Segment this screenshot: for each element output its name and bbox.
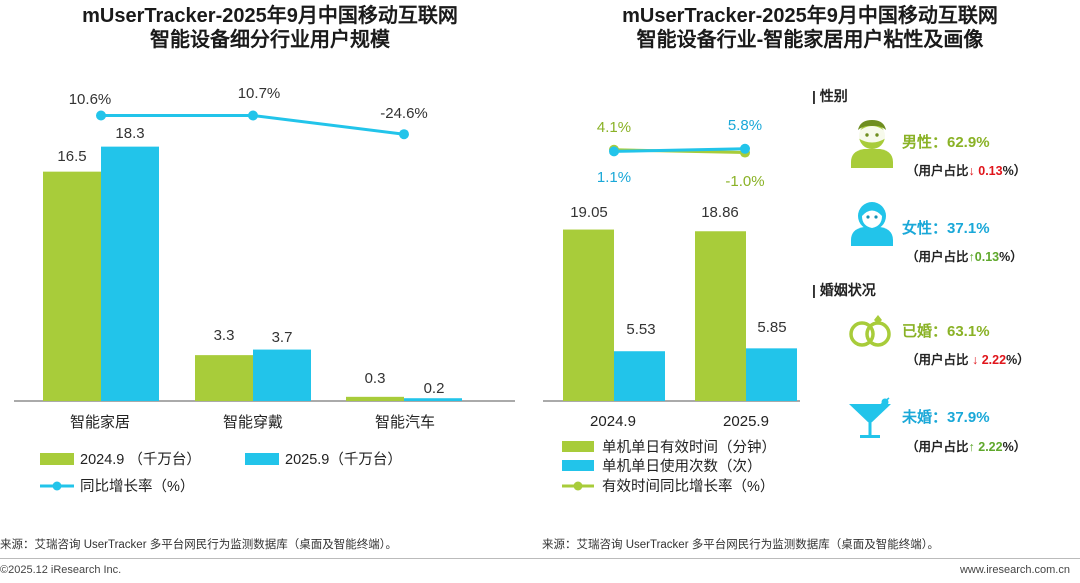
- legend-label-time: 单机单日有效时间（分钟）: [602, 439, 776, 456]
- down-arrow-icon: ↓: [968, 353, 979, 367]
- bar-smart-home-2025: [101, 146, 159, 401]
- label-time-2024: 19.05: [570, 204, 608, 221]
- bar-count-2024: [614, 351, 665, 401]
- rings-icon: [849, 315, 891, 347]
- married-share-change: （用户占比 ↓ 2.22%）: [906, 353, 1030, 367]
- category-car: 智能汽车: [375, 413, 435, 431]
- label-count-2025: 5.85: [757, 319, 786, 336]
- legend-swatch-count: [562, 460, 594, 471]
- growth-point-wearable: [248, 110, 258, 121]
- bar-wearable-2024: [195, 355, 253, 401]
- male-share-label: 男性：62.9%: [902, 134, 990, 151]
- growth-label-wearable: 10.7%: [238, 85, 281, 102]
- category-2024: 2024.9: [590, 413, 636, 430]
- right-title-line1: mUserTracker-2025年9月中国移动互联网: [622, 5, 998, 27]
- married-share-label: 已婚：63.1%: [902, 323, 990, 340]
- bar-smart-home-2024: [43, 171, 101, 401]
- left-bar-chart: 16.5 18.3 3.3 3.7 0.3 0.2 10.6% 10.7% -2…: [14, 85, 515, 495]
- label-wearable-2025: 3.7: [272, 329, 293, 346]
- website: www.iresearch.com.cn: [959, 564, 1070, 576]
- male-icon: [851, 120, 893, 168]
- category-smart-home: 智能家居: [70, 413, 130, 431]
- bar-car-2024: [346, 396, 404, 401]
- legend-swatch-2025: [245, 453, 279, 465]
- copyright: ©2025.12 iResearch Inc.: [0, 564, 122, 576]
- legend-dot-growth: [52, 481, 62, 491]
- count-growth-point-2025: [740, 143, 750, 154]
- single-share-label: 未婚：37.9%: [902, 409, 990, 426]
- up-arrow-icon: ↑: [968, 250, 975, 264]
- label-wearable-2024: 3.3: [214, 327, 235, 344]
- gender-section-title: | 性别: [812, 88, 848, 104]
- label-time-2025: 18.86: [701, 204, 739, 221]
- right-chart-title: mUserTracker-2025年9月中国移动互联网 智能设备行业-智能家居用…: [540, 4, 1080, 52]
- legend-label-time-growth: 有效时间同比增长率（%）: [602, 478, 774, 495]
- label-count-2024: 5.53: [626, 321, 655, 338]
- bar-car-2025: [404, 398, 462, 401]
- right-bar-chart: 19.05 5.53 18.86 5.85 4.1% -1.0% 1.1% 5.…: [543, 117, 800, 495]
- up-arrow-icon: ↑: [968, 440, 975, 454]
- label-car-2024: 0.3: [365, 370, 386, 387]
- label-car-2025: 0.2: [424, 380, 445, 397]
- legend-swatch-2024: [40, 453, 74, 465]
- time-growth-label-2025: -1.0%: [725, 173, 764, 190]
- legend-dot-time-growth: [573, 481, 583, 491]
- down-arrow-icon: ↓: [968, 164, 975, 178]
- label-smart-home-2024: 16.5: [57, 148, 86, 165]
- marriage-section-title: | 婚姻状况: [812, 282, 876, 298]
- count-growth-line: [613, 147, 746, 153]
- legend-label-count: 单机单日使用次数（次）: [602, 458, 762, 475]
- legend-swatch-time: [562, 441, 594, 452]
- growth-point-smart-home: [96, 110, 106, 121]
- left-chart-title: mUserTracker-2025年9月中国移动互联网 智能设备细分行业用户规模: [0, 4, 540, 52]
- growth-point-car: [399, 129, 409, 140]
- female-share-change: （用户占比↑0.13%）: [906, 250, 1023, 264]
- male-share-change: （用户占比↓ 0.13%）: [906, 164, 1027, 178]
- label-smart-home-2025: 18.3: [115, 125, 144, 142]
- count-growth-label-2024: 1.1%: [597, 169, 631, 186]
- left-title-line1: mUserTracker-2025年9月中国移动互联网: [82, 5, 458, 27]
- growth-label-smart-home: 10.6%: [69, 91, 112, 108]
- count-growth-point-2024: [609, 146, 619, 157]
- bar-wearable-2025: [253, 349, 311, 401]
- category-wearable: 智能穿戴: [223, 413, 283, 431]
- right-title-line2: 智能设备行业-智能家居用户粘性及画像: [636, 29, 984, 51]
- legend-label-2025: 2025.9（千万台）: [285, 451, 402, 468]
- count-growth-label-2025: 5.8%: [728, 117, 762, 134]
- cocktail-icon: [849, 397, 891, 438]
- time-growth-label-2024: 4.1%: [597, 119, 631, 136]
- legend-label-2024: 2024.9 （千万台）: [80, 451, 201, 468]
- bar-count-2025: [746, 348, 797, 401]
- category-2025: 2025.9: [723, 413, 769, 430]
- single-share-change: （用户占比↑ 2.22%）: [906, 440, 1027, 454]
- left-title-line2: 智能设备细分行业用户规模: [150, 29, 390, 51]
- source-note-right: 来源：艾瑞咨询 UserTracker 多平台网民行为监测数据库（桌面及智能终端…: [542, 539, 939, 551]
- female-share-label: 女性：37.1%: [902, 220, 990, 237]
- legend-label-growth: 同比增长率（%）: [80, 478, 194, 495]
- bar-time-2025: [695, 231, 746, 401]
- footer-divider: [0, 558, 1080, 559]
- female-icon: [851, 202, 893, 246]
- bar-time-2024: [563, 229, 614, 401]
- growth-label-car: -24.6%: [380, 105, 428, 122]
- source-note-left: 来源：艾瑞咨询 UserTracker 多平台网民行为监测数据库（桌面及智能终端…: [0, 539, 397, 551]
